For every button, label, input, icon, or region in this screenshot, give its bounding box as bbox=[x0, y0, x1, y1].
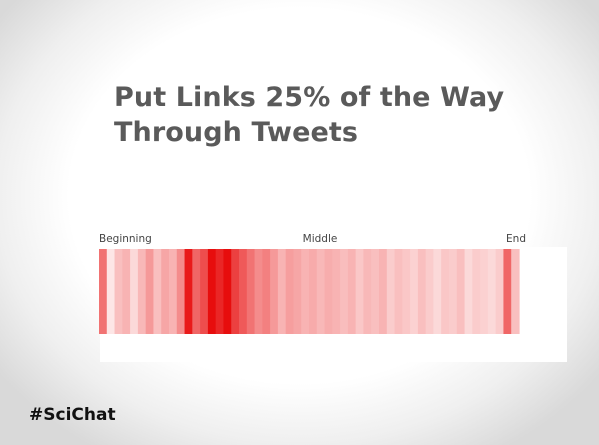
heatmap-stripe-26 bbox=[301, 249, 310, 334]
heatmap-stripe-36 bbox=[379, 249, 388, 334]
x-tick-label-beginning: Beginning bbox=[99, 233, 152, 245]
heatmap-stripe-12 bbox=[192, 249, 201, 334]
heatmap-stripe-22 bbox=[270, 249, 279, 334]
heatmap-stripe-49 bbox=[480, 249, 489, 334]
heatmap-stripe-5 bbox=[137, 249, 147, 334]
heatmap-stripe-2 bbox=[114, 249, 123, 334]
heatmap-stripe-20 bbox=[254, 249, 263, 334]
heatmap-stripe-32 bbox=[347, 249, 357, 334]
heatmap-stripe-41 bbox=[417, 249, 427, 334]
heatmap-stripe-9 bbox=[169, 249, 178, 334]
heatmap-stripe-30 bbox=[332, 249, 341, 334]
heatmap-stripe-47 bbox=[464, 249, 473, 334]
heatmap-stripe-16 bbox=[223, 249, 232, 334]
stripes-layer bbox=[99, 249, 520, 334]
heatmap-stripe-13 bbox=[200, 249, 209, 334]
x-tick-label-middle: Middle bbox=[303, 233, 338, 245]
tick-labels-layer: Beginning Middle End bbox=[99, 233, 526, 245]
heatmap-stripe-45 bbox=[449, 249, 458, 334]
heatmap-stripe-51 bbox=[495, 249, 505, 334]
heatmap-stripe-7 bbox=[153, 249, 162, 334]
heatmap-stripe-10 bbox=[176, 249, 186, 334]
x-tick-label-end: End bbox=[506, 233, 526, 245]
heatmap-stripe-6 bbox=[145, 249, 155, 334]
heatmap-stripe-27 bbox=[309, 249, 318, 334]
heatmap-stripe-43 bbox=[433, 249, 442, 334]
slide-title: Put Links 25% of the Way Through Tweets bbox=[114, 80, 554, 150]
heatmap-stripe-23 bbox=[277, 249, 287, 334]
heatmap-stripe-15 bbox=[215, 249, 225, 334]
heatmap-stripe-0 bbox=[99, 249, 108, 334]
title-line-2: Through Tweets bbox=[114, 117, 359, 148]
heatmap-stripe-52 bbox=[503, 249, 512, 334]
heatmap-stripe-35 bbox=[371, 249, 380, 334]
hashtag: #SciChat bbox=[29, 405, 116, 425]
heatmap-stripe-4 bbox=[130, 249, 139, 334]
heatmap-stripe-44 bbox=[441, 249, 450, 334]
heatmap-stripe-11 bbox=[184, 249, 193, 334]
heatmap-stripe-48 bbox=[472, 249, 481, 334]
heatmap-stripe-37 bbox=[386, 249, 396, 334]
heatmap-stripe-50 bbox=[487, 249, 497, 334]
heatmap-stripe-25 bbox=[293, 249, 302, 334]
heatmap-stripe-24 bbox=[285, 249, 295, 334]
heatmap-stripe-3 bbox=[122, 249, 131, 334]
heatmap-stripe-39 bbox=[402, 249, 411, 334]
heatmap-stripe-38 bbox=[394, 249, 403, 334]
heatmap-stripe-46 bbox=[456, 249, 466, 334]
heatmap-stripe-14 bbox=[207, 249, 217, 334]
heatmap-stripe-8 bbox=[161, 249, 170, 334]
heatmap-stripe-42 bbox=[425, 249, 435, 334]
heatmap-stripe-21 bbox=[262, 249, 271, 334]
heatmap-stripe-53 bbox=[511, 249, 520, 334]
heatmap-stripe-29 bbox=[324, 249, 333, 334]
heatmap-stripe-34 bbox=[363, 249, 372, 334]
heatmap-stripe-28 bbox=[316, 249, 326, 334]
heatmap-stripe-33 bbox=[355, 249, 365, 334]
heatmap-stripe-19 bbox=[246, 249, 256, 334]
heatmap-stripe-31 bbox=[340, 249, 349, 334]
heatmap-stripe-40 bbox=[410, 249, 419, 334]
heatmap-stripe-1 bbox=[106, 249, 116, 334]
title-line-1: Put Links 25% of the Way bbox=[114, 82, 505, 113]
heatmap-stripe-17 bbox=[231, 249, 240, 334]
heatmap-stripe-18 bbox=[239, 249, 248, 334]
